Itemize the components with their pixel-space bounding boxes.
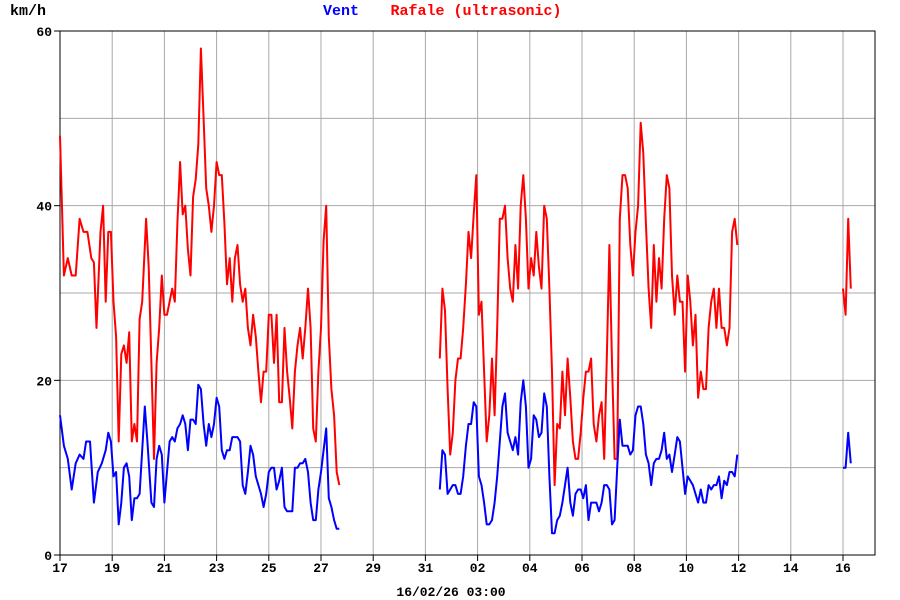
series-line: [59, 47, 341, 486]
series-line: [438, 379, 739, 535]
x-tick-label: 06: [574, 561, 590, 576]
x-tick-label: 02: [470, 561, 486, 576]
x-tick-label: 25: [261, 561, 277, 576]
x-tick-label: 12: [731, 561, 747, 576]
y-tick-labels: 0 20 40 60: [36, 25, 60, 564]
x-tick-label: 17: [52, 561, 68, 576]
y-tick-label: 0: [44, 549, 52, 564]
x-tick-label: 19: [104, 561, 120, 576]
x-tick-label: 16: [835, 561, 851, 576]
x-tick-label: 27: [313, 561, 329, 576]
x-tick-label: 31: [418, 561, 434, 576]
x-tick-label: 23: [209, 561, 225, 576]
series-rafale: [59, 47, 852, 487]
title-vent: Vent: [323, 3, 359, 20]
series-line: [842, 217, 852, 316]
x-axis-date-label: 16/02/26 03:00: [396, 585, 505, 600]
title-rafale: Rafale (ultrasonic): [390, 3, 561, 20]
x-tick-label: 29: [365, 561, 381, 576]
x-tick-label: 21: [157, 561, 173, 576]
plot-frame: [59, 30, 876, 556]
y-axis-unit-label: km/h: [10, 3, 46, 20]
series-line: [843, 431, 852, 469]
series-line: [59, 383, 340, 530]
series-layer: [59, 47, 852, 535]
y-tick-label: 60: [36, 25, 52, 40]
grid-lines: [60, 31, 875, 555]
series-line: [438, 121, 739, 487]
x-tick-labels: 17 19 21 23 25 27 29 31 02 04 06 08 10 12 14 16: [52, 555, 851, 576]
x-tick-label: 10: [679, 561, 695, 576]
x-tick-label: 04: [522, 561, 538, 576]
x-tick-label: 08: [626, 561, 642, 576]
x-tick-label: 14: [783, 561, 799, 576]
series-vent: [59, 379, 852, 535]
y-tick-label: 20: [36, 374, 52, 389]
y-tick-label: 40: [36, 200, 52, 215]
